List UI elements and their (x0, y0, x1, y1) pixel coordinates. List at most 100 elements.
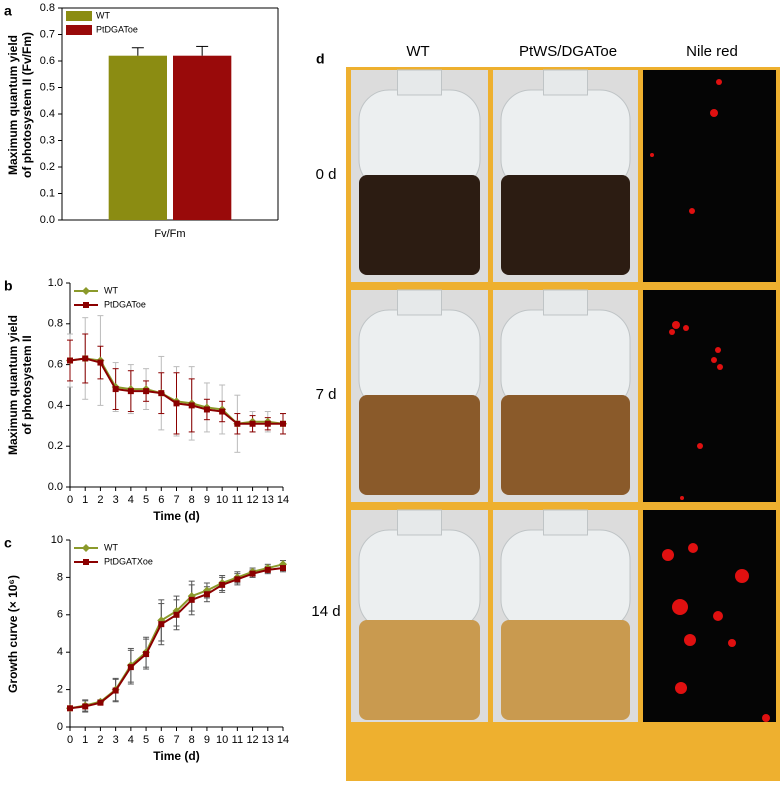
x-tick-label: 6 (158, 494, 164, 506)
y-tick-label: 0.6 (48, 359, 63, 371)
marker (203, 591, 210, 598)
marker (173, 611, 180, 618)
y-tick-label: 0.0 (48, 481, 63, 493)
bottle-glass (358, 529, 481, 631)
x-tick-label: 8 (189, 734, 195, 746)
legend-label: PtDGATXoe (104, 556, 153, 566)
x-tick-label: 1 (82, 734, 88, 746)
x-tick-label: 2 (97, 494, 103, 506)
series-line (69, 567, 284, 710)
marker (249, 570, 256, 577)
x-tick-label: 14 (277, 734, 289, 746)
marker (82, 703, 89, 710)
lipid-droplet (728, 639, 736, 647)
x-axis-label: Time (d) (153, 749, 199, 763)
legend-label: PtDGAToe (104, 299, 146, 309)
legend-marker (83, 559, 89, 565)
fluorescence-image (643, 70, 776, 282)
x-tick-label: 0 (67, 734, 73, 746)
lipid-droplet (672, 599, 688, 615)
panel-label: d (316, 51, 325, 67)
lipid-droplet (662, 549, 674, 561)
marker (143, 388, 150, 395)
lipid-droplet (650, 153, 654, 157)
y-tick-label: 0 (57, 721, 63, 733)
marker (173, 400, 180, 407)
marker (127, 388, 134, 395)
x-tick-label: 9 (204, 734, 210, 746)
y-axis-label: Maximum quantum yield (6, 315, 20, 455)
legend-label: WT (96, 10, 110, 20)
marker (97, 699, 104, 706)
bottle-neck (397, 69, 442, 96)
panel-label: a (4, 3, 12, 19)
lipid-droplet (716, 79, 722, 85)
y-tick-label: 2 (57, 684, 63, 696)
lipid-droplet (715, 347, 721, 353)
column-header: WT (406, 43, 429, 60)
x-tick-label: 10 (216, 494, 228, 506)
y-tick-label: 4 (57, 646, 63, 658)
x-tick-label: 0 (67, 494, 73, 506)
x-tick-label: 9 (204, 494, 210, 506)
marker (264, 420, 271, 427)
y-tick-label: 0.2 (48, 440, 63, 452)
lipid-droplet (762, 714, 770, 722)
column-header: PtWS/DGAToe (519, 43, 617, 60)
y-tick-label: 0.0 (40, 214, 55, 226)
marker (249, 420, 256, 427)
marker (188, 402, 195, 409)
bottle-liquid (501, 620, 630, 720)
x-tick-label: 11 (232, 494, 243, 506)
bar (173, 55, 232, 221)
marker (234, 420, 241, 427)
y-tick-label: 0.4 (48, 399, 63, 411)
marker (112, 687, 119, 694)
y-axis-label: of photosystem II (20, 335, 34, 434)
bottle-neck (543, 509, 588, 536)
lipid-droplet (713, 611, 723, 621)
x-tick-label: 3 (113, 734, 119, 746)
series-line (69, 563, 284, 710)
bottle-neck (543, 289, 588, 316)
lipid-droplet (717, 364, 723, 370)
error-bar (196, 45, 209, 56)
bottle-liquid (501, 395, 630, 495)
x-tick-label: 8 (189, 494, 195, 506)
y-tick-label: 0.4 (40, 108, 55, 120)
marker (234, 576, 241, 583)
row-label: 14 d (311, 603, 340, 620)
marker (82, 355, 89, 362)
marker (219, 408, 226, 415)
bottle-neck (397, 509, 442, 536)
marker (280, 565, 286, 572)
y-tick-label: 6 (57, 609, 63, 621)
legend-label: PtDGAToe (96, 24, 138, 34)
fluorescence-image (643, 290, 776, 502)
marker (112, 386, 119, 393)
y-tick-label: 0.1 (40, 187, 55, 199)
lipid-droplet (684, 634, 696, 646)
marker (127, 664, 134, 671)
y-axis-label: of photosystem II (Fv/Fm) (20, 32, 34, 178)
x-tick-label: 2 (97, 734, 103, 746)
x-tick-label: 13 (262, 494, 274, 506)
x-axis-label: Time (d) (153, 509, 199, 523)
x-tick-label: 12 (246, 734, 258, 746)
marker (219, 581, 226, 588)
y-tick-label: 0.2 (40, 161, 55, 173)
lipid-droplet (711, 357, 717, 363)
y-tick-label: 0.3 (40, 134, 55, 146)
y-tick-label: 0.5 (40, 81, 55, 93)
y-tick-label: 0.8 (48, 318, 63, 330)
x-tick-label: 14 (277, 494, 289, 506)
column-header: Nile red (686, 43, 738, 60)
legend-swatch (66, 25, 92, 35)
legend-label: WT (104, 542, 118, 552)
x-tick-label: 10 (216, 734, 228, 746)
y-tick-label: 0.8 (40, 2, 55, 14)
legend-swatch (66, 11, 92, 21)
legend-marker (82, 287, 90, 295)
lipid-droplet (683, 325, 689, 331)
